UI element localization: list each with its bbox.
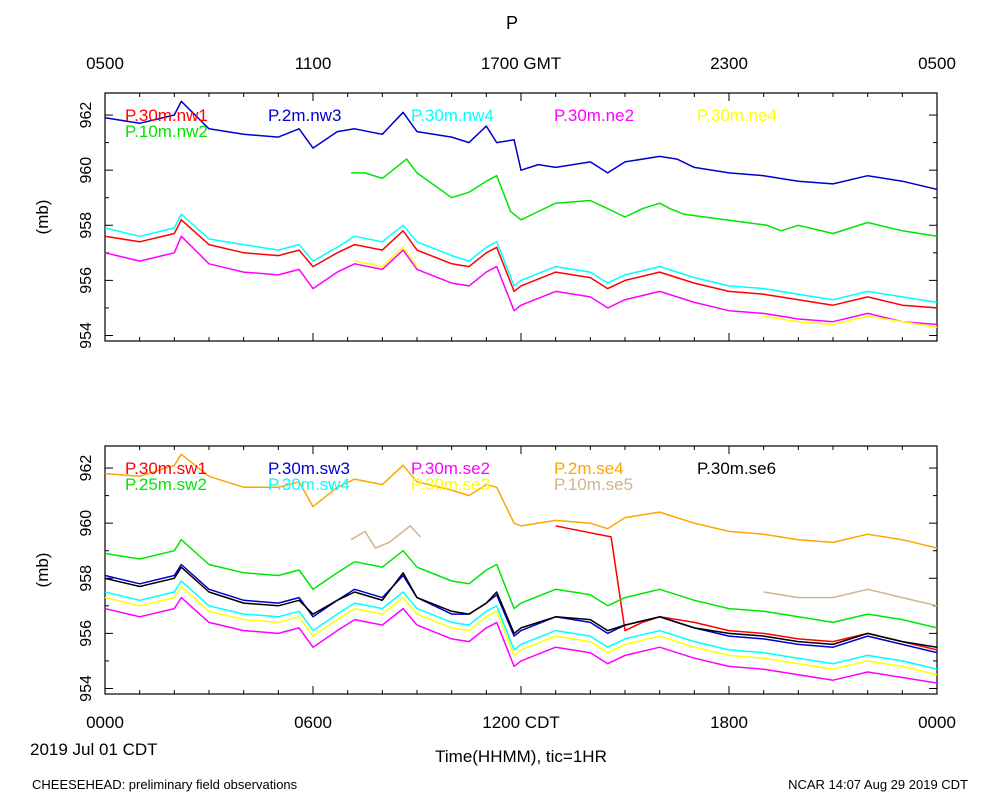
- legend-entry-p-30m-sw1: P.30m.sw1: [125, 459, 207, 478]
- series-line-p-10m-se5: [350, 525, 937, 607]
- top-tick-label: 0500: [86, 54, 124, 73]
- series-line-p-30m-sw4: [105, 580, 937, 670]
- y-tick-label: 956: [78, 620, 95, 647]
- legend-entry-p-30m-se3: P.30m.se3: [411, 475, 490, 494]
- footer-left: CHEESEHEAD: preliminary field observatio…: [32, 777, 298, 792]
- legend-entry-p-30m-nw4: P.30m.nw4: [411, 106, 494, 125]
- series-group: [105, 453, 937, 684]
- top-tick-label: 2300: [710, 54, 748, 73]
- series-line-p-2m-nw3: [105, 100, 937, 191]
- y-axis-label: (mb): [33, 200, 52, 235]
- y-tick-label: 954: [78, 675, 95, 702]
- legend-entry-p-30m-se2: P.30m.se2: [411, 459, 490, 478]
- bottom-cdt-axis: 0000 0600 1200 CDT 1800 0000: [86, 713, 956, 732]
- y-tick-label: 960: [78, 157, 95, 184]
- series-line-p-30m-se6: [105, 566, 937, 648]
- legend-entry-p-30m-ne4: P.30m.ne4: [697, 106, 777, 125]
- legend-entry-p-10m-nw2: P.10m.nw2: [125, 122, 208, 141]
- legend-entry-p-30m-se6: P.30m.se6: [697, 459, 776, 478]
- legend-entry-p-30m-sw4: P.30m.sw4: [268, 475, 350, 494]
- plot-frame: [104, 92, 938, 342]
- y-tick-label: 958: [78, 565, 95, 592]
- legend-entry-p-30m-ne2: P.30m.ne2: [554, 106, 634, 125]
- top-tick-label: 1100: [295, 54, 332, 73]
- series-line-p-10m-nw2: [351, 158, 937, 238]
- date-label: 2019 Jul 01 CDT: [30, 740, 158, 759]
- bottom-tick-label: 0000: [918, 713, 956, 732]
- chart-title: P: [506, 13, 518, 33]
- y-tick-label: 962: [78, 102, 95, 129]
- footer-right: NCAR 14:07 Aug 29 2019 CDT: [788, 777, 968, 792]
- legend-entry-p-30m-nw1: P.30m.nw1: [125, 106, 208, 125]
- legend-entry-p-25m-sw2: P.25m.sw2: [125, 475, 207, 494]
- top-gmt-axis: 0500 1100 1700 GMT 2300 0500: [86, 54, 956, 73]
- series-line-p-30m-nw4: [105, 213, 937, 304]
- series-line-p-2m-se4: [105, 453, 937, 549]
- series-line-p-30m-nw1: [105, 219, 937, 309]
- bottom-tick-label: 1200 CDT: [482, 713, 559, 732]
- bottom-tick-label: 0000: [86, 713, 124, 732]
- series-group: [105, 100, 937, 328]
- series-line-p-25m-sw2: [105, 538, 937, 629]
- bottom-tick-label: 1800: [710, 713, 748, 732]
- upper-panel: 954 956 958 960 962 (mb) P.30m.nw1 P.2m.nw3 P.30…: [33, 92, 938, 349]
- y-tick-label: 954: [78, 322, 95, 349]
- series-line-p-30m-ne2: [105, 235, 937, 326]
- top-tick-label: 0500: [918, 54, 956, 73]
- series-line-p-30m-se3: [105, 585, 937, 676]
- top-tick-label: 1700 GMT: [481, 54, 561, 73]
- series-line-p-30m-se2: [105, 596, 937, 684]
- y-tick-label: 956: [78, 267, 95, 294]
- y-axis-label: (mb): [33, 553, 52, 588]
- bottom-tick-label: 0600: [294, 713, 332, 732]
- legend-entry-p-2m-se4: P.2m.se4: [554, 459, 624, 478]
- y-tick-label: 960: [78, 510, 95, 537]
- legend-entry-p-2m-nw3: P.2m.nw3: [268, 106, 341, 125]
- legend-entry-p-30m-sw3: P.30m.sw3: [268, 459, 350, 478]
- x-axis-label: Time(HHMM), tic=1HR: [435, 747, 607, 766]
- legend-entry-p-10m-se5: P.10m.se5: [554, 475, 633, 494]
- series-line-p-30m-ne4: [354, 246, 937, 328]
- y-tick-label: 958: [78, 212, 95, 239]
- y-tick-label: 962: [78, 455, 95, 482]
